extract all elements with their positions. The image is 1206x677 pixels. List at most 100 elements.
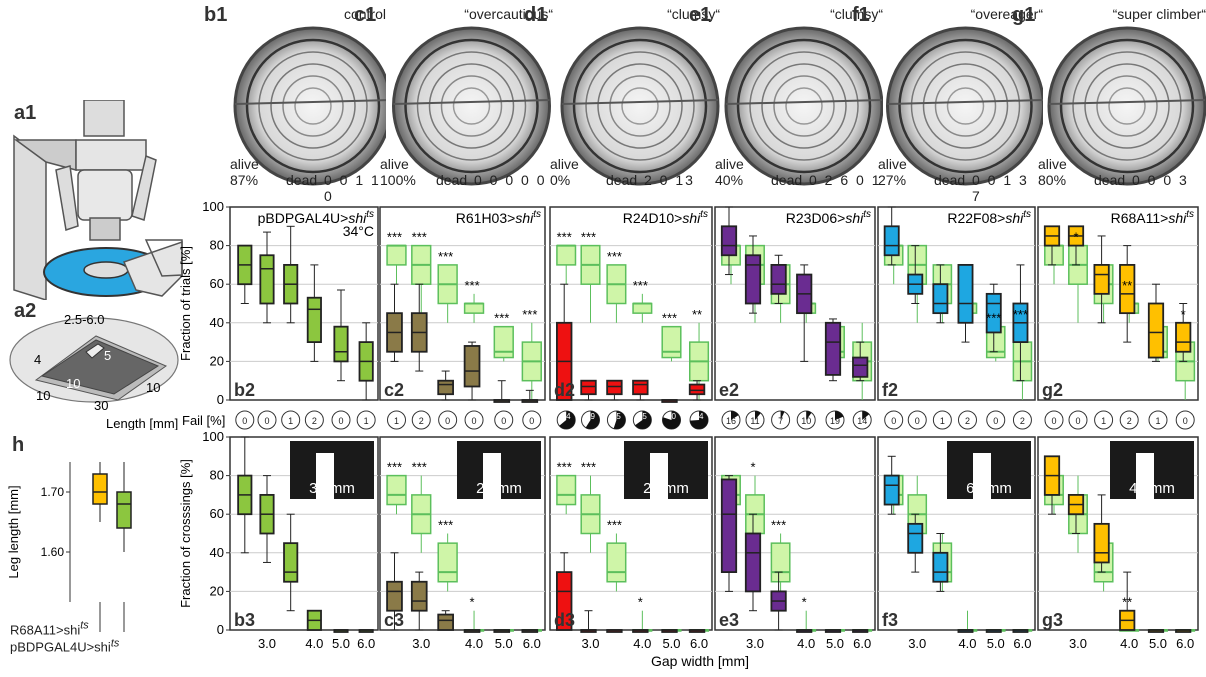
panel-letter-b1: b1 xyxy=(204,4,228,26)
fail-pie-value: 0 xyxy=(242,416,247,426)
box xyxy=(580,379,597,396)
fail-pie-value: 16 xyxy=(726,416,736,426)
control-box xyxy=(1119,629,1140,632)
fail-pie-value: 1 xyxy=(1155,416,1160,426)
control-box xyxy=(985,325,1006,359)
box xyxy=(1093,522,1110,564)
panel-letter-d1: d1 xyxy=(524,4,548,26)
inset-gap-label: 4.0mm xyxy=(1129,480,1175,497)
genotype-shi: shi xyxy=(515,210,534,226)
panel-a2: a2 2.5-6.0 4 5 10 10 30 10 Length [mm] xyxy=(6,300,184,431)
box xyxy=(306,609,322,631)
box xyxy=(437,379,454,396)
fail-pie-circle xyxy=(387,410,406,430)
a2-dim-label: 5 xyxy=(104,348,111,363)
fail-pie-value: 0 xyxy=(993,416,998,426)
fail-pie-value: 0 xyxy=(891,416,896,426)
control-box xyxy=(437,264,458,305)
box xyxy=(606,379,623,396)
box xyxy=(883,474,900,506)
fail-pie-value: 80 xyxy=(667,412,676,421)
dead-counts: 2 0 13 xyxy=(644,172,695,188)
fail-pie-circle xyxy=(522,410,542,430)
panel-frame xyxy=(549,206,713,401)
fail-pie-circle xyxy=(771,410,791,430)
x-tick-label: 3.0 xyxy=(1069,636,1087,651)
inset-gap xyxy=(650,453,668,499)
fail-pie-circle xyxy=(464,410,484,430)
microscope-illustration xyxy=(13,99,183,302)
significance-star: *** xyxy=(557,460,572,475)
y-tick-label: 40 xyxy=(210,315,224,330)
box xyxy=(932,551,949,583)
box xyxy=(556,571,573,631)
significance-star: *** xyxy=(494,311,509,326)
fail-pie: 80 xyxy=(662,410,681,430)
x-tick-label: 3.0 xyxy=(746,636,764,651)
h-legend-sup-2: ts xyxy=(110,637,120,650)
a2-dim-label: 10 xyxy=(146,380,160,395)
arena-photo xyxy=(1047,26,1206,186)
genotype-label: R22F08>shits xyxy=(947,209,1031,226)
y-axis-label: Fraction of crosssings [%] xyxy=(178,459,193,608)
significance-star: *** xyxy=(771,518,786,533)
x-tick-label: 3.0 xyxy=(258,636,276,651)
fail-pie: 0 xyxy=(494,410,514,430)
control-box xyxy=(411,494,432,535)
panel-letter-c2: c2 xyxy=(384,380,404,400)
fail-pie: 0 xyxy=(1175,410,1195,430)
panel-letter-f2: f2 xyxy=(882,380,898,400)
y-tick-label: 0 xyxy=(217,622,224,637)
genotype-shi: shi xyxy=(1005,210,1024,226)
fail-pie: 0 xyxy=(331,410,351,430)
significance-star: *** xyxy=(581,460,596,475)
fail-pie-circle xyxy=(1068,410,1088,430)
box xyxy=(333,629,349,633)
fail-pie-value: 1 xyxy=(940,416,945,426)
inset-gap-label: 2.5mm xyxy=(643,480,689,497)
fail-pie-circle xyxy=(1044,410,1064,430)
h-legend-sup-1: ts xyxy=(80,620,89,632)
box xyxy=(632,379,649,396)
h-ylabel: Leg length [mm] xyxy=(6,485,21,578)
genotype-shi: shi xyxy=(682,210,701,226)
x-tick-label: 3.0 xyxy=(581,636,599,651)
control-box xyxy=(1175,629,1196,632)
box xyxy=(493,399,511,403)
control-box xyxy=(907,494,928,535)
fail-pie-value: 59 xyxy=(586,412,595,421)
y-tick-label: 100 xyxy=(202,429,224,444)
fail-pie: 0 xyxy=(522,410,542,430)
fail-pie-circle xyxy=(331,410,351,430)
significance-star: *** xyxy=(662,311,677,326)
fail-pie: 7 xyxy=(771,410,791,430)
fail-pie-circle xyxy=(494,410,514,430)
fail-pie-circle xyxy=(581,410,600,430)
fail-pie: 0 xyxy=(986,410,1006,430)
significance-star: *** xyxy=(557,230,572,245)
control-box xyxy=(437,542,458,583)
box xyxy=(259,254,275,305)
panel-g3: ** g3 4.0mm xyxy=(1037,436,1199,633)
fail-pie-circle xyxy=(721,410,741,430)
control-box xyxy=(1093,264,1114,305)
fail-pie-circle xyxy=(632,410,652,430)
control-box xyxy=(985,629,1006,632)
a2-dim-label: 10 xyxy=(66,376,80,391)
y-tick-label: 60 xyxy=(210,506,224,521)
box xyxy=(410,312,428,353)
fail-pie: 14 xyxy=(852,410,872,430)
fail-pie-slice xyxy=(585,411,600,429)
box xyxy=(985,629,1002,633)
significance-star: * xyxy=(470,595,475,610)
significance-star: *** xyxy=(1013,307,1028,322)
fail-pie-value: 64 xyxy=(562,412,571,421)
control-box xyxy=(463,629,485,632)
x-tick-label: 4.0 xyxy=(305,636,323,651)
significance-star: *** xyxy=(581,230,596,245)
panel-letter-g2: g2 xyxy=(1042,380,1063,400)
alive-readout: alive 0% xyxy=(550,156,579,188)
fail-pie-circle xyxy=(1119,410,1139,430)
significance-star: *** xyxy=(387,460,402,475)
box xyxy=(907,522,924,554)
